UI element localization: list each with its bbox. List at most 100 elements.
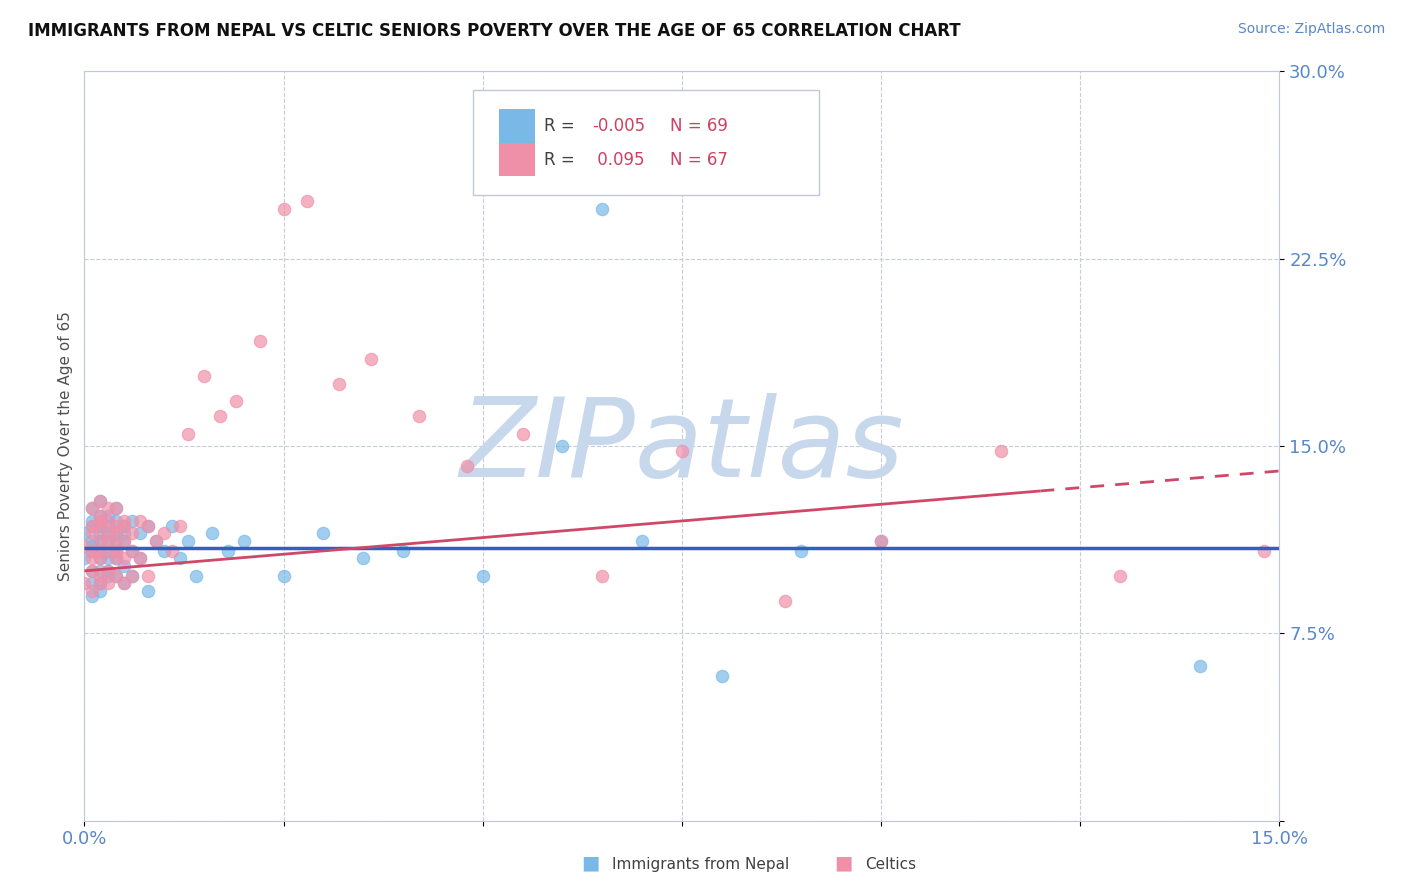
Point bbox=[112, 514, 135, 528]
Point bbox=[89, 508, 111, 523]
Point bbox=[129, 526, 152, 541]
Point bbox=[97, 501, 120, 516]
Point bbox=[136, 583, 159, 598]
Point bbox=[551, 439, 574, 453]
Point bbox=[990, 444, 1012, 458]
Bar bbox=[499, 143, 534, 177]
Point bbox=[89, 519, 111, 533]
Point bbox=[408, 409, 430, 423]
Point bbox=[89, 564, 111, 578]
Point bbox=[232, 533, 254, 548]
Point bbox=[89, 551, 111, 566]
Text: N = 69: N = 69 bbox=[671, 117, 728, 135]
Point bbox=[73, 576, 96, 591]
Point bbox=[82, 519, 104, 533]
Point bbox=[82, 501, 104, 516]
Point bbox=[89, 576, 111, 591]
Point bbox=[352, 551, 374, 566]
Point bbox=[97, 526, 120, 541]
Point bbox=[153, 526, 176, 541]
Point bbox=[105, 539, 128, 553]
Point bbox=[121, 514, 143, 528]
Point bbox=[82, 533, 104, 548]
Point bbox=[105, 514, 128, 528]
Point bbox=[97, 544, 120, 558]
Point bbox=[136, 569, 159, 583]
Point bbox=[471, 569, 494, 583]
Point bbox=[184, 569, 207, 583]
Text: ZIPatlas: ZIPatlas bbox=[460, 392, 904, 500]
Point bbox=[177, 426, 200, 441]
Point bbox=[208, 409, 231, 423]
Point bbox=[136, 519, 159, 533]
Point bbox=[82, 539, 104, 553]
Point bbox=[89, 519, 111, 533]
Point bbox=[89, 533, 111, 548]
Text: IMMIGRANTS FROM NEPAL VS CELTIC SENIORS POVERTY OVER THE AGE OF 65 CORRELATION C: IMMIGRANTS FROM NEPAL VS CELTIC SENIORS … bbox=[28, 22, 960, 40]
Point bbox=[1188, 658, 1211, 673]
Point bbox=[82, 526, 104, 541]
Point bbox=[671, 444, 693, 458]
Point bbox=[512, 426, 534, 441]
Point bbox=[97, 569, 120, 583]
Point bbox=[82, 551, 104, 566]
Point bbox=[145, 533, 167, 548]
Point bbox=[82, 564, 104, 578]
Point bbox=[112, 576, 135, 591]
Point bbox=[89, 508, 111, 523]
Point bbox=[97, 519, 120, 533]
Point bbox=[105, 551, 128, 566]
Point bbox=[112, 558, 135, 573]
Point bbox=[89, 514, 111, 528]
Point bbox=[89, 551, 111, 566]
Point bbox=[105, 526, 128, 541]
Point bbox=[89, 544, 111, 558]
Point bbox=[1109, 569, 1132, 583]
Point bbox=[105, 533, 128, 548]
Point bbox=[249, 334, 271, 348]
Point bbox=[89, 526, 111, 541]
Point bbox=[82, 514, 104, 528]
Point bbox=[328, 376, 350, 391]
Point bbox=[273, 569, 295, 583]
Point bbox=[105, 526, 128, 541]
FancyBboxPatch shape bbox=[472, 90, 820, 195]
Point bbox=[97, 514, 120, 528]
Point bbox=[105, 544, 128, 558]
Text: -0.005: -0.005 bbox=[592, 117, 645, 135]
Point bbox=[97, 576, 120, 591]
Point bbox=[169, 551, 191, 566]
Text: N = 67: N = 67 bbox=[671, 151, 728, 169]
Point bbox=[169, 519, 191, 533]
Point bbox=[73, 551, 96, 566]
Point bbox=[105, 501, 128, 516]
Point bbox=[591, 569, 613, 583]
Point bbox=[121, 544, 143, 558]
Point bbox=[73, 539, 96, 553]
Point bbox=[89, 569, 111, 583]
Point bbox=[97, 533, 120, 548]
Point bbox=[217, 544, 239, 558]
Point bbox=[97, 551, 120, 566]
Point bbox=[105, 569, 128, 583]
Point bbox=[201, 526, 224, 541]
Point bbox=[1253, 544, 1275, 558]
Point bbox=[97, 564, 120, 578]
Point bbox=[129, 551, 152, 566]
Point bbox=[121, 569, 143, 583]
Point bbox=[89, 583, 111, 598]
Point bbox=[631, 533, 654, 548]
Text: Celtics: Celtics bbox=[865, 857, 915, 872]
Point bbox=[97, 526, 120, 541]
Text: R =: R = bbox=[544, 117, 581, 135]
Point bbox=[360, 351, 382, 366]
Point bbox=[112, 533, 135, 548]
Point bbox=[591, 202, 613, 216]
Text: R =: R = bbox=[544, 151, 581, 169]
Point bbox=[870, 533, 893, 548]
Point bbox=[710, 669, 733, 683]
Point bbox=[153, 544, 176, 558]
Point bbox=[82, 583, 104, 598]
Text: 0.095: 0.095 bbox=[592, 151, 645, 169]
Point bbox=[273, 202, 295, 216]
